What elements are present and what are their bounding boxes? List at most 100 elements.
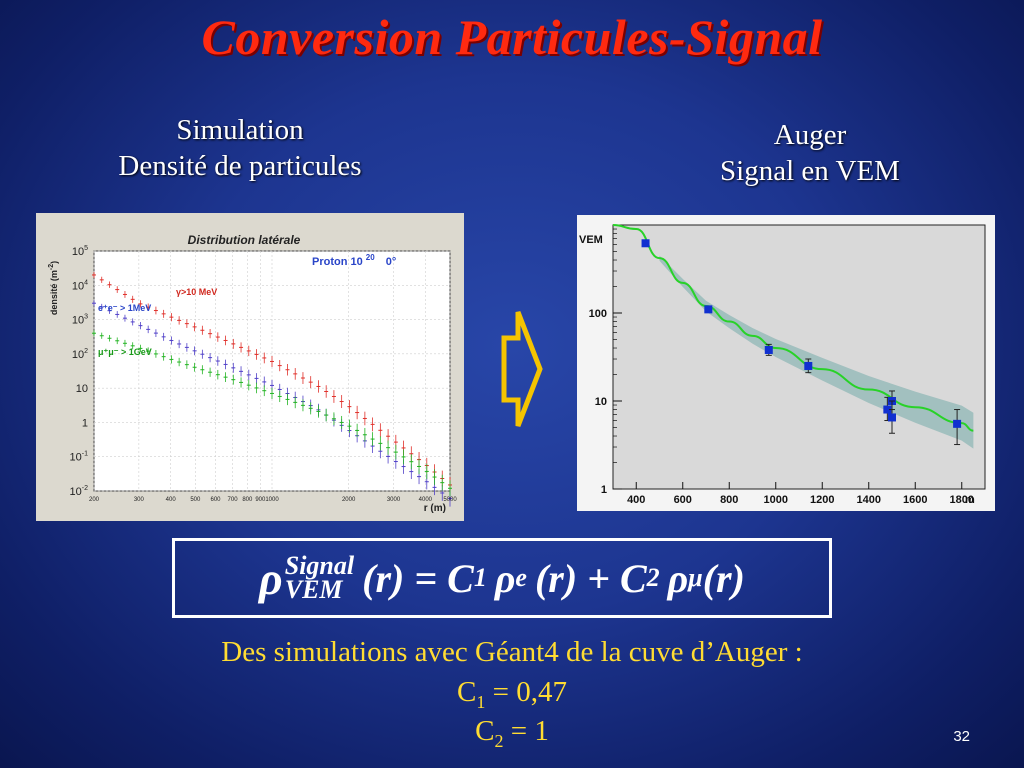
auger-signal-panel: 400 600 800 1000 1200 1400 1600 1800 1 10 100 VEM … — [577, 215, 995, 511]
x-tick-label: 800 — [242, 497, 253, 503]
c2-label-sub: 2 — [494, 730, 504, 751]
y-tick-label: 1 — [82, 417, 88, 429]
formula-superscript: Signal — [284, 551, 355, 580]
x-axis-label: r (m) — [424, 503, 446, 514]
y-axis-label: VEM — [579, 234, 603, 246]
formula-rhs-2: (r) + C — [534, 555, 647, 601]
x-tick-label: 800 — [720, 494, 738, 506]
y-tick-label: 10-1 — [70, 451, 89, 464]
x-tick-label: 400 — [166, 497, 177, 503]
annotation-exp: 20 — [366, 253, 375, 262]
x-tick-label: 500 — [190, 497, 201, 503]
c1-label-sub: 1 — [476, 691, 486, 712]
page-number: 32 — [953, 728, 970, 745]
data-point — [888, 413, 896, 422]
ticks: 200 300 400 500 600 700 800 900 1000 2000 3000 4000… — [70, 245, 458, 503]
c1-number: = 0,47 — [485, 676, 567, 708]
x-tick-label: 2000 — [342, 497, 356, 503]
rho-symbol: ρ — [259, 552, 283, 604]
right-arrow-icon — [501, 311, 543, 427]
y-tick-label: 10 — [76, 383, 88, 395]
mu-subscript: μ — [688, 563, 703, 592]
signal-vem-indices: Signal VEM — [284, 551, 355, 604]
chart-title: Distribution latérale — [188, 233, 301, 247]
left-caption-line2: Densité de particules — [118, 150, 362, 182]
right-caption-line2: Signal en VEM — [720, 155, 900, 187]
c2-value: C2 = 1 — [0, 715, 1024, 752]
y-axis-label-text: densité (m — [49, 270, 59, 315]
y-tick-label: 10 — [595, 396, 607, 408]
y-axis-label-close: ) — [49, 261, 59, 264]
c1-subscript: 1 — [473, 563, 487, 592]
x-tick-label: 1400 — [857, 494, 881, 506]
y-tick-label: 102 — [72, 348, 88, 361]
data-point — [641, 239, 650, 248]
annotation-angle: 0° — [386, 256, 397, 268]
formula-subscript: VEM — [284, 575, 343, 604]
y-tick-label: 105 — [72, 245, 88, 258]
x-tick-label: 3000 — [387, 497, 401, 503]
fit-curve — [612, 224, 974, 432]
x-tick-label: 1600 — [903, 494, 927, 506]
grid — [93, 250, 451, 492]
x-tick-label: 300 — [134, 497, 145, 503]
description-line: Des simulations avec Géant4 de la cuve d… — [221, 636, 803, 668]
y-tick-label: 104 — [72, 279, 88, 292]
c2-number: = 1 — [503, 715, 549, 747]
e-subscript: e — [515, 563, 527, 592]
left-caption-line1: Simulation — [176, 114, 304, 146]
c2-label: C — [475, 715, 495, 747]
rho-mu-symbol: ρ — [667, 555, 689, 601]
y-tick-label: 100 — [589, 308, 607, 320]
data-point — [804, 361, 813, 370]
data-point — [953, 419, 962, 428]
c2-subscript: 2 — [646, 563, 660, 592]
x-tick-label: 1800 — [950, 494, 974, 506]
data-point — [704, 305, 713, 314]
y-axis-label: densité (m-2) — [48, 261, 59, 315]
data-point — [764, 345, 773, 354]
x-tick-label: 1000 — [764, 494, 788, 506]
x-tick-label: 900 — [255, 497, 266, 503]
c1-label: C — [457, 676, 477, 708]
c1-value: C1 = 0,47 — [0, 676, 1024, 713]
series-group — [92, 271, 452, 507]
legend-muons: μ⁺μ⁻ > 1GeV — [98, 347, 152, 357]
lateral-distribution-chart: 200 300 400 500 600 700 800 900 1000 2000 3000 4000… — [48, 233, 458, 514]
series-2 — [92, 330, 452, 497]
formula-rhs-1: (r) = C — [362, 555, 474, 601]
x-tick-label: 600 — [674, 494, 692, 506]
annotation-primary-text: Proton 10 — [312, 256, 363, 268]
slide-title: Conversion Particules-Signal — [201, 9, 823, 65]
right-caption-line1: Auger — [773, 119, 847, 151]
lateral-distribution-panel: 200 300 400 500 600 700 800 900 1000 2000 3000 4000… — [36, 213, 464, 521]
left-caption: Simulation Densité de particules — [60, 112, 420, 184]
fit-curve-group — [612, 224, 974, 432]
x-tick-label: 400 — [627, 494, 645, 506]
y-tick-label: 10-2 — [70, 485, 89, 498]
legend-gamma: γ>10 MeV — [176, 287, 217, 297]
data-point — [883, 405, 892, 414]
right-caption: Auger Signal en VEM — [620, 117, 1000, 189]
x-tick-label: 700 — [228, 497, 239, 503]
x-tick-label: 600 — [210, 497, 221, 503]
rho-e-symbol: ρ — [494, 555, 516, 601]
ticks: 400 600 800 1000 1200 1400 1600 1800 1 10 100 — [589, 228, 974, 506]
y-tick-label: 103 — [72, 314, 88, 327]
x-tick-label: 1200 — [810, 494, 834, 506]
y-tick-label: 1 — [601, 484, 607, 496]
series-0 — [92, 271, 452, 493]
formula-rhs-3: (r) — [702, 555, 745, 601]
legend-electrons: e⁺e⁻ > 1MeV — [98, 303, 151, 313]
y-axis-label-exp: -2 — [48, 264, 55, 270]
x-tick-label: 200 — [89, 497, 100, 503]
x-tick-label: 1000 — [265, 497, 279, 503]
arrow-shape — [501, 311, 543, 427]
x-tick-label: 4000 — [419, 497, 433, 503]
data-points-group — [641, 239, 962, 446]
annotation-primary: Proton 10 20 0° — [312, 251, 396, 268]
x-tick-label: 5000 — [443, 497, 457, 503]
